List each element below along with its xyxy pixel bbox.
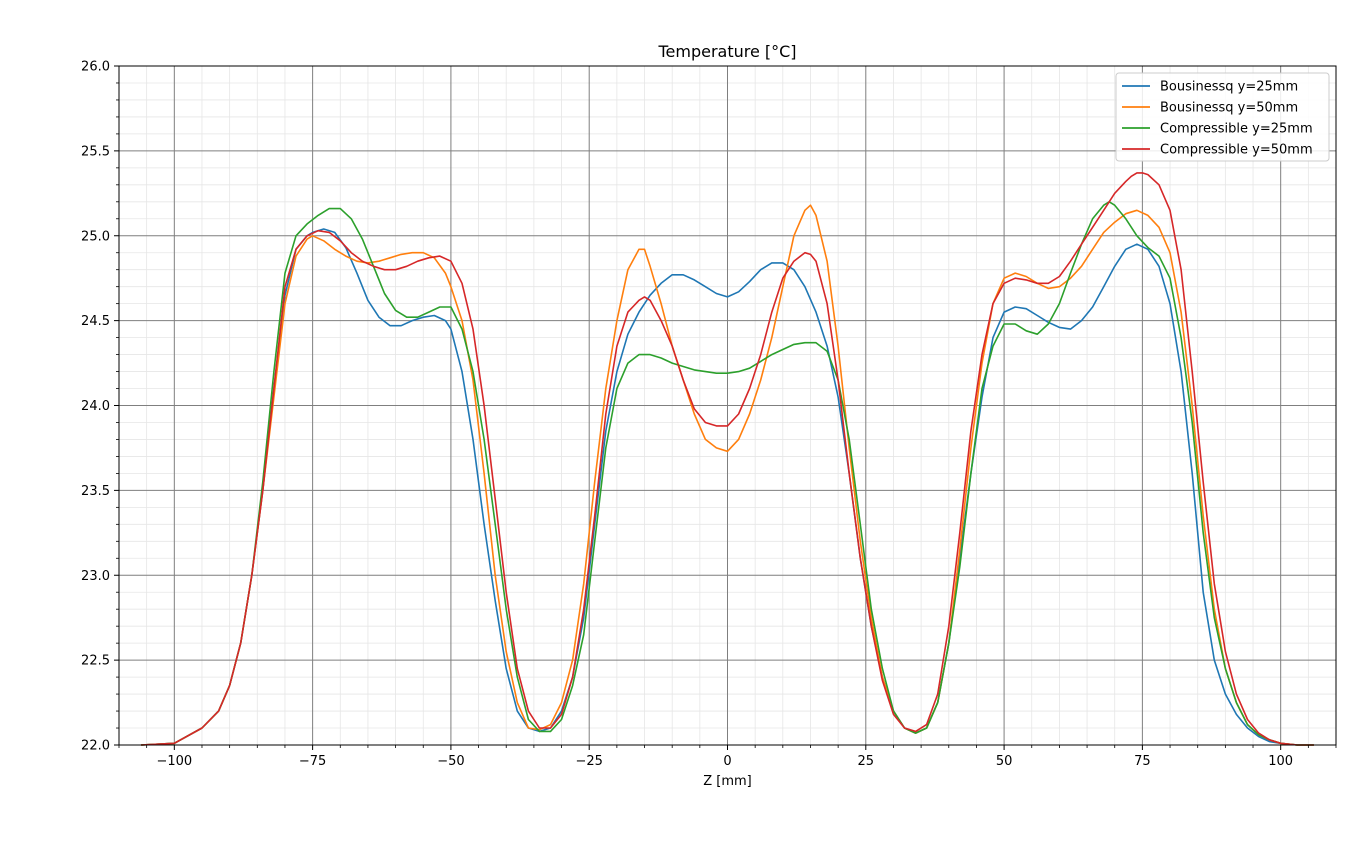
legend-label: Compressible y=50mm	[1160, 143, 1313, 158]
x-tick-label: −75	[299, 754, 326, 769]
x-tick-label: 0	[723, 754, 731, 769]
y-tick-label: 22.5	[81, 654, 110, 669]
legend-box	[1115, 72, 1330, 162]
x-tick-label: 75	[1134, 754, 1151, 769]
x-tick-label: 100	[1268, 754, 1293, 769]
y-tick-label: 26.0	[81, 60, 110, 75]
y-tick-label: 23.5	[81, 484, 110, 499]
x-tick-label: −25	[575, 754, 602, 769]
legend-label: Bousinessq y=25mm	[1160, 80, 1298, 95]
chart-title: Temperature [°C]	[657, 42, 796, 61]
x-tick-label: −50	[437, 754, 464, 769]
x-tick-label: 25	[858, 754, 875, 769]
y-tick-label: 25.5	[81, 144, 110, 159]
y-tick-label: 24.0	[81, 399, 110, 414]
y-tick-label: 23.0	[81, 569, 110, 584]
legend-label: Bousinessq y=50mm	[1160, 101, 1298, 116]
x-tick-label: 50	[996, 754, 1013, 769]
series-lines	[141, 172, 1314, 746]
series-line-4	[141, 172, 1314, 746]
legend-label: Compressible y=25mm	[1160, 122, 1313, 137]
legend: Bousinessq y=25mm Bousinessq y=50mm Compre…	[1115, 72, 1330, 162]
y-tick-label: 24.5	[81, 314, 110, 329]
y-tick-label: 25.0	[81, 229, 110, 244]
x-axis-label: Z [mm]	[703, 774, 752, 789]
axis-ticks	[114, 65, 1337, 750]
y-tick-label: 22.0	[81, 739, 110, 754]
x-tick-label: −100	[156, 754, 192, 769]
series-line-1	[141, 228, 1314, 746]
axis-tick-labels: −100 −75 −50 −25 0 25 50 75 100 22.0 22.5 23.0 23.5 2…	[81, 60, 1293, 770]
